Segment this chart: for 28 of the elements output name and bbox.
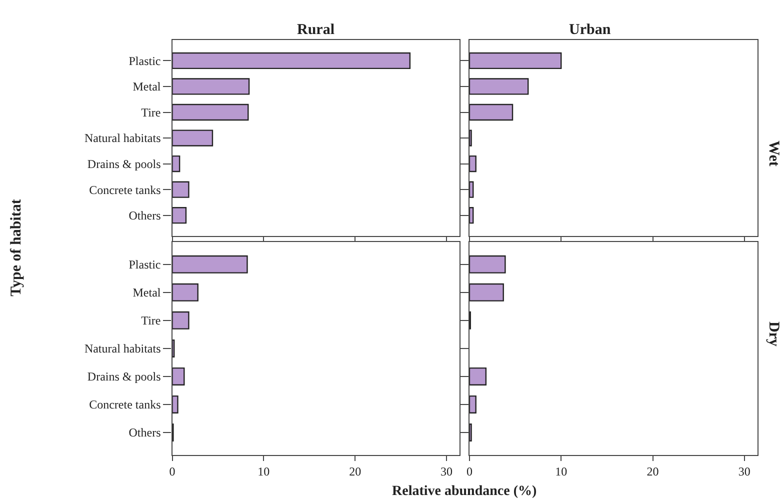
y-tick-label: Concrete tanks — [89, 182, 162, 197]
text: Dry — [765, 321, 782, 347]
x-tick-label: 30 — [440, 464, 452, 478]
y-axis-title: Type of habitat — [8, 199, 24, 296]
x-tick-label: 0 — [466, 464, 472, 478]
y-tick-label: Drains & pools — [87, 157, 162, 171]
x-tick-label: 20 — [646, 464, 659, 478]
x-tick-label: 30 — [738, 464, 750, 478]
y-tick-label: Metal — [132, 286, 162, 300]
x-axis-title: Relative abundance (%) — [392, 484, 537, 499]
y-tick-label: Tire — [141, 105, 161, 120]
y-tick-label: Others — [128, 208, 162, 223]
x-tick-label: 0 — [169, 464, 176, 478]
y-tick-label: Metal — [132, 80, 162, 94]
y-tick-label: Concrete tanks — [89, 398, 162, 412]
x-tick-label: 10 — [258, 464, 270, 478]
y-tick-label: Natural habitats — [84, 342, 162, 356]
x-tick-label: 10 — [555, 464, 568, 478]
x-tick-label: 20 — [349, 464, 362, 478]
y-tick-label: Drains & pools — [87, 370, 162, 384]
y-tick-label: Plastic — [128, 258, 161, 272]
y-tick-label: Natural habitats — [84, 131, 162, 146]
y-tick-label: Tire — [141, 314, 161, 328]
text: Wet — [766, 140, 782, 166]
chart-title: Rural — [297, 22, 334, 38]
chart-title: Urban — [569, 22, 612, 38]
y-tick-label: Plastic — [128, 54, 161, 68]
y-tick-label: Others — [128, 426, 162, 440]
